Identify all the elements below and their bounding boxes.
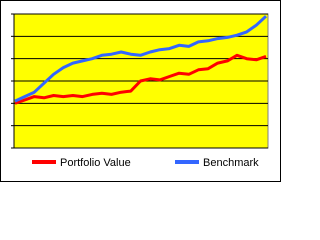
legend-label: Benchmark (203, 157, 259, 169)
legend-label: Portfolio Value (60, 157, 131, 169)
legend: Portfolio Value Benchmark (32, 157, 259, 169)
plot-area (11, 13, 269, 149)
page: {"chart_data": {"type": "line", "series"… (0, 0, 281, 182)
series-line (14, 53, 267, 105)
series-line (14, 15, 268, 103)
chart: Portfolio Value Benchmark (0, 0, 281, 182)
